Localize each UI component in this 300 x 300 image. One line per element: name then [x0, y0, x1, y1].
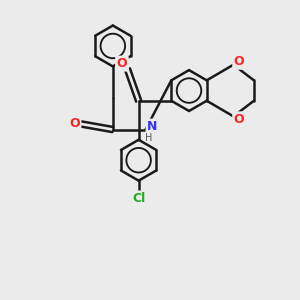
Text: O: O	[234, 55, 244, 68]
Text: N: N	[147, 120, 158, 133]
Text: O: O	[69, 118, 80, 130]
Text: Cl: Cl	[132, 192, 145, 205]
Text: O: O	[117, 57, 127, 70]
Text: H: H	[145, 133, 153, 143]
Text: O: O	[234, 113, 244, 126]
